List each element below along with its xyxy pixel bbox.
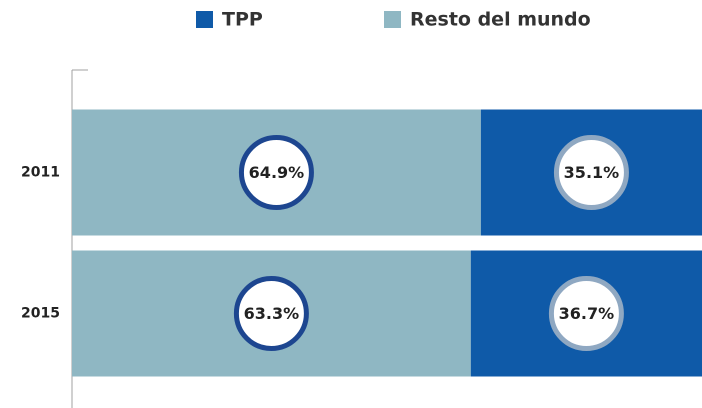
label-circle xyxy=(233,276,309,351)
y-tick-label: 2015 xyxy=(21,306,60,322)
legend-label: TPP xyxy=(222,9,263,31)
legend-label: Resto del mundo xyxy=(410,9,591,31)
legend-swatch xyxy=(196,11,213,28)
y-tick-label: 2011 xyxy=(21,165,60,181)
data-label: 35.1% xyxy=(564,163,620,182)
data-label: 36.7% xyxy=(559,304,615,323)
legend-swatch xyxy=(384,11,401,28)
data-label: 64.9% xyxy=(249,163,305,182)
label-circle xyxy=(548,276,624,351)
label-circle xyxy=(238,135,314,210)
data-label: 63.3% xyxy=(244,304,300,323)
label-circle xyxy=(553,135,629,210)
